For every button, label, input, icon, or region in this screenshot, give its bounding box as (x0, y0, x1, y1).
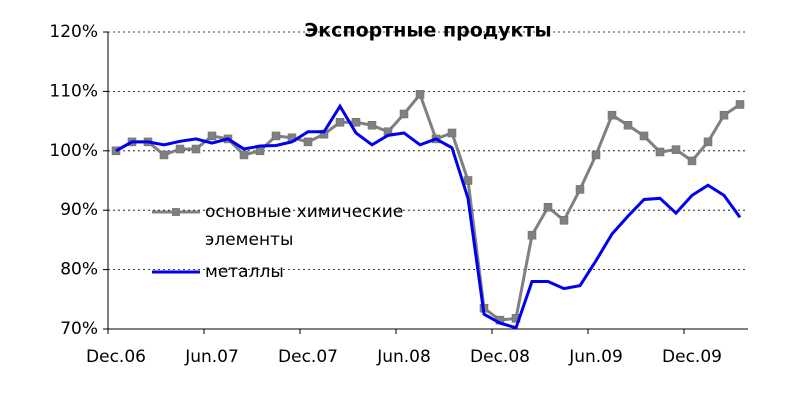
legend-marker (172, 208, 180, 216)
point-marker (415, 90, 425, 99)
y-tick-label: 120% (49, 22, 98, 42)
point-marker (239, 150, 249, 160)
point-marker (703, 137, 713, 147)
point-marker (607, 110, 617, 120)
point-marker (335, 118, 345, 127)
point-marker (735, 100, 745, 109)
y-tick-label: 100% (49, 141, 98, 161)
x-tick-label: Dec.08 (470, 347, 530, 367)
point-marker (207, 131, 217, 141)
series-line (115, 103, 742, 330)
chart-title: Экспортные продукты (304, 20, 551, 42)
point-marker (719, 110, 729, 120)
x-tick-label: Dec.07 (278, 347, 338, 367)
point-marker (655, 147, 665, 157)
legend-label: металлы (205, 262, 284, 282)
point-marker (671, 145, 681, 154)
point-marker (159, 150, 169, 160)
y-tick-label: 90% (60, 200, 98, 220)
point-marker (623, 121, 633, 130)
x-tick-label: Dec.06 (86, 347, 146, 367)
y-tick-label: 110% (49, 81, 98, 101)
x-tick-label: Jun.08 (376, 347, 431, 367)
point-marker (175, 144, 185, 154)
point-marker (271, 131, 281, 141)
legend-label: основные химические элементы (205, 202, 404, 250)
y-tick-label: 70% (60, 319, 98, 339)
point-marker (559, 216, 569, 225)
point-marker (543, 202, 553, 212)
point-marker (303, 137, 313, 147)
point-marker (527, 230, 537, 240)
point-marker (591, 150, 601, 160)
point-marker (639, 131, 649, 141)
point-marker (351, 118, 361, 127)
point-marker (575, 185, 585, 194)
y-tick-label: 80% (60, 260, 98, 280)
point-marker (463, 176, 473, 185)
x-tick-label: Jun.09 (568, 347, 623, 367)
point-marker (399, 109, 409, 119)
point-marker (687, 156, 697, 166)
point-marker (367, 121, 377, 130)
series-line (115, 91, 741, 322)
x-tick-label: Dec.09 (662, 347, 722, 367)
point-marker (447, 128, 457, 138)
point-marker (191, 144, 201, 154)
x-tick-label: Jun.07 (184, 347, 239, 367)
